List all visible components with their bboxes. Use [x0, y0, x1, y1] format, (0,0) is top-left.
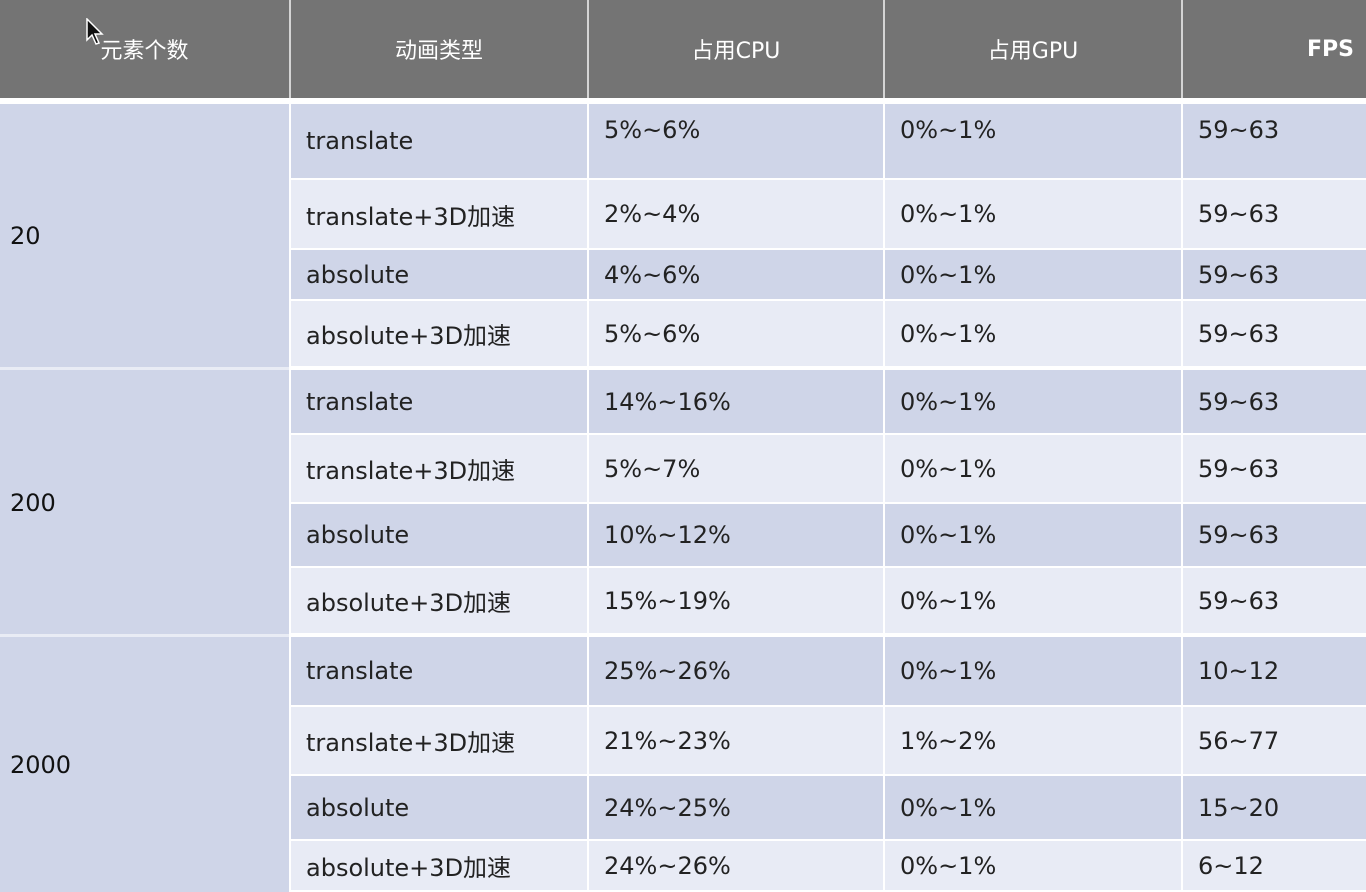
cell-fps: 59~63: [1183, 250, 1366, 299]
cell-gpu: 0%~1%: [885, 637, 1181, 705]
cell-gpu: 0%~1%: [885, 370, 1181, 433]
cell-gpu: 0%~1%: [885, 776, 1181, 839]
group-element-count: 2000: [0, 637, 289, 892]
cell-fps: 59~63: [1183, 301, 1366, 366]
cell-animation-type: absolute: [291, 776, 587, 839]
header-cpu: 占用CPU: [589, 0, 885, 98]
header-gpu: 占用GPU: [885, 0, 1183, 98]
group-element-count: 20: [0, 104, 289, 368]
cell-cpu: 10%~12%: [589, 504, 883, 566]
cell-animation-type: translate+3D加速: [291, 435, 587, 502]
cell-animation-type: absolute: [291, 250, 587, 299]
cell-cpu: 5%~6%: [589, 301, 883, 366]
cell-animation-type: translate+3D加速: [291, 180, 587, 248]
cell-cpu: 4%~6%: [589, 250, 883, 299]
group-divider: [0, 367, 289, 370]
cell-gpu: 0%~1%: [885, 435, 1181, 502]
cell-fps: 6~12: [1183, 841, 1366, 890]
cell-cpu: 21%~23%: [589, 707, 883, 774]
cell-animation-type: translate: [291, 370, 587, 433]
cell-gpu: 0%~1%: [885, 250, 1181, 299]
header-divider: [0, 98, 1366, 104]
cell-cpu: 5%~6%: [589, 104, 883, 178]
mouse-pointer-icon: [86, 18, 104, 45]
cell-fps: 59~63: [1183, 435, 1366, 502]
cell-animation-type: translate: [291, 637, 587, 705]
header-animation-type: 动画类型: [291, 0, 589, 98]
cell-animation-type: absolute: [291, 504, 587, 566]
cell-gpu: 0%~1%: [885, 180, 1181, 248]
group-divider: [0, 634, 289, 637]
cell-cpu: 5%~7%: [589, 435, 883, 502]
cell-animation-type: translate: [291, 104, 587, 178]
cell-animation-type: absolute+3D加速: [291, 301, 587, 366]
cell-gpu: 0%~1%: [885, 841, 1181, 890]
header-element-count: 元素个数: [0, 0, 291, 98]
cell-cpu: 2%~4%: [589, 180, 883, 248]
cell-cpu: 15%~19%: [589, 568, 883, 633]
cell-gpu: 1%~2%: [885, 707, 1181, 774]
cell-fps: 56~77: [1183, 707, 1366, 774]
group-element-count: 200: [0, 370, 289, 635]
cell-animation-type: translate+3D加速: [291, 707, 587, 774]
cell-animation-type: absolute+3D加速: [291, 841, 587, 890]
cell-gpu: 0%~1%: [885, 301, 1181, 366]
cell-cpu: 24%~25%: [589, 776, 883, 839]
cell-fps: 59~63: [1183, 180, 1366, 248]
header-fps: FPS: [1183, 0, 1366, 98]
cell-fps: 59~63: [1183, 104, 1366, 178]
cell-fps: 59~63: [1183, 568, 1366, 633]
cell-gpu: 0%~1%: [885, 104, 1181, 178]
cell-cpu: 25%~26%: [589, 637, 883, 705]
cell-cpu: 24%~26%: [589, 841, 883, 890]
cell-animation-type: absolute+3D加速: [291, 568, 587, 633]
cell-fps: 59~63: [1183, 504, 1366, 566]
cell-fps: 59~63: [1183, 370, 1366, 433]
cell-fps: 15~20: [1183, 776, 1366, 839]
cell-gpu: 0%~1%: [885, 504, 1181, 566]
cell-cpu: 14%~16%: [589, 370, 883, 433]
cell-gpu: 0%~1%: [885, 568, 1181, 633]
cell-fps: 10~12: [1183, 637, 1366, 705]
